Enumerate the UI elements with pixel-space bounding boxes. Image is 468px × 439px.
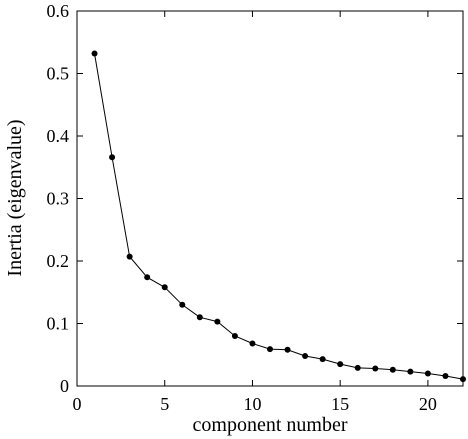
x-tick-label: 10 bbox=[243, 394, 261, 414]
data-point bbox=[319, 356, 326, 363]
x-tick-label: 0 bbox=[73, 394, 82, 414]
data-points bbox=[91, 50, 466, 383]
y-tick-label: 0.3 bbox=[47, 189, 70, 209]
series-line bbox=[94, 53, 464, 380]
x-axis-ticks bbox=[76, 11, 429, 386]
data-point bbox=[284, 346, 291, 353]
data-point bbox=[442, 373, 449, 379]
data-point bbox=[267, 346, 273, 353]
data-point bbox=[302, 353, 309, 359]
data-point bbox=[109, 154, 116, 161]
plot-frame bbox=[76, 10, 464, 387]
data-point bbox=[407, 368, 414, 375]
data-point bbox=[354, 364, 361, 371]
data-point bbox=[372, 365, 379, 372]
data-point bbox=[91, 50, 98, 57]
x-tick-label: 15 bbox=[331, 394, 349, 414]
y-axis-title: Inertia (eigenvalue) bbox=[4, 119, 26, 276]
y-axis-ticks bbox=[77, 10, 463, 387]
x-tick-label: 5 bbox=[160, 394, 169, 414]
y-tick-label: 0 bbox=[60, 376, 69, 396]
y-tick-label: 0.2 bbox=[47, 251, 70, 271]
data-point bbox=[249, 340, 256, 347]
data-point bbox=[179, 301, 186, 308]
x-axis-tick-labels: 0 5 10 15 20 bbox=[73, 394, 437, 414]
y-tick-label: 0.5 bbox=[47, 64, 70, 84]
data-point bbox=[460, 376, 466, 383]
data-point bbox=[161, 284, 168, 291]
data-point bbox=[231, 333, 238, 339]
data-point bbox=[337, 361, 344, 368]
y-tick-label: 0.4 bbox=[47, 126, 70, 146]
data-point bbox=[126, 253, 133, 260]
y-tick-label: 0.1 bbox=[47, 314, 70, 334]
data-point bbox=[424, 370, 431, 377]
data-point bbox=[389, 366, 396, 373]
data-point bbox=[196, 314, 203, 321]
y-axis-tick-labels: 0 0.1 0.2 0.3 0.4 0.5 0.6 bbox=[47, 1, 70, 396]
x-tick-label: 20 bbox=[419, 394, 437, 414]
x-axis-title: component number bbox=[193, 414, 348, 436]
data-point bbox=[144, 274, 151, 281]
y-tick-label: 0.6 bbox=[47, 1, 70, 21]
data-point bbox=[214, 318, 221, 325]
